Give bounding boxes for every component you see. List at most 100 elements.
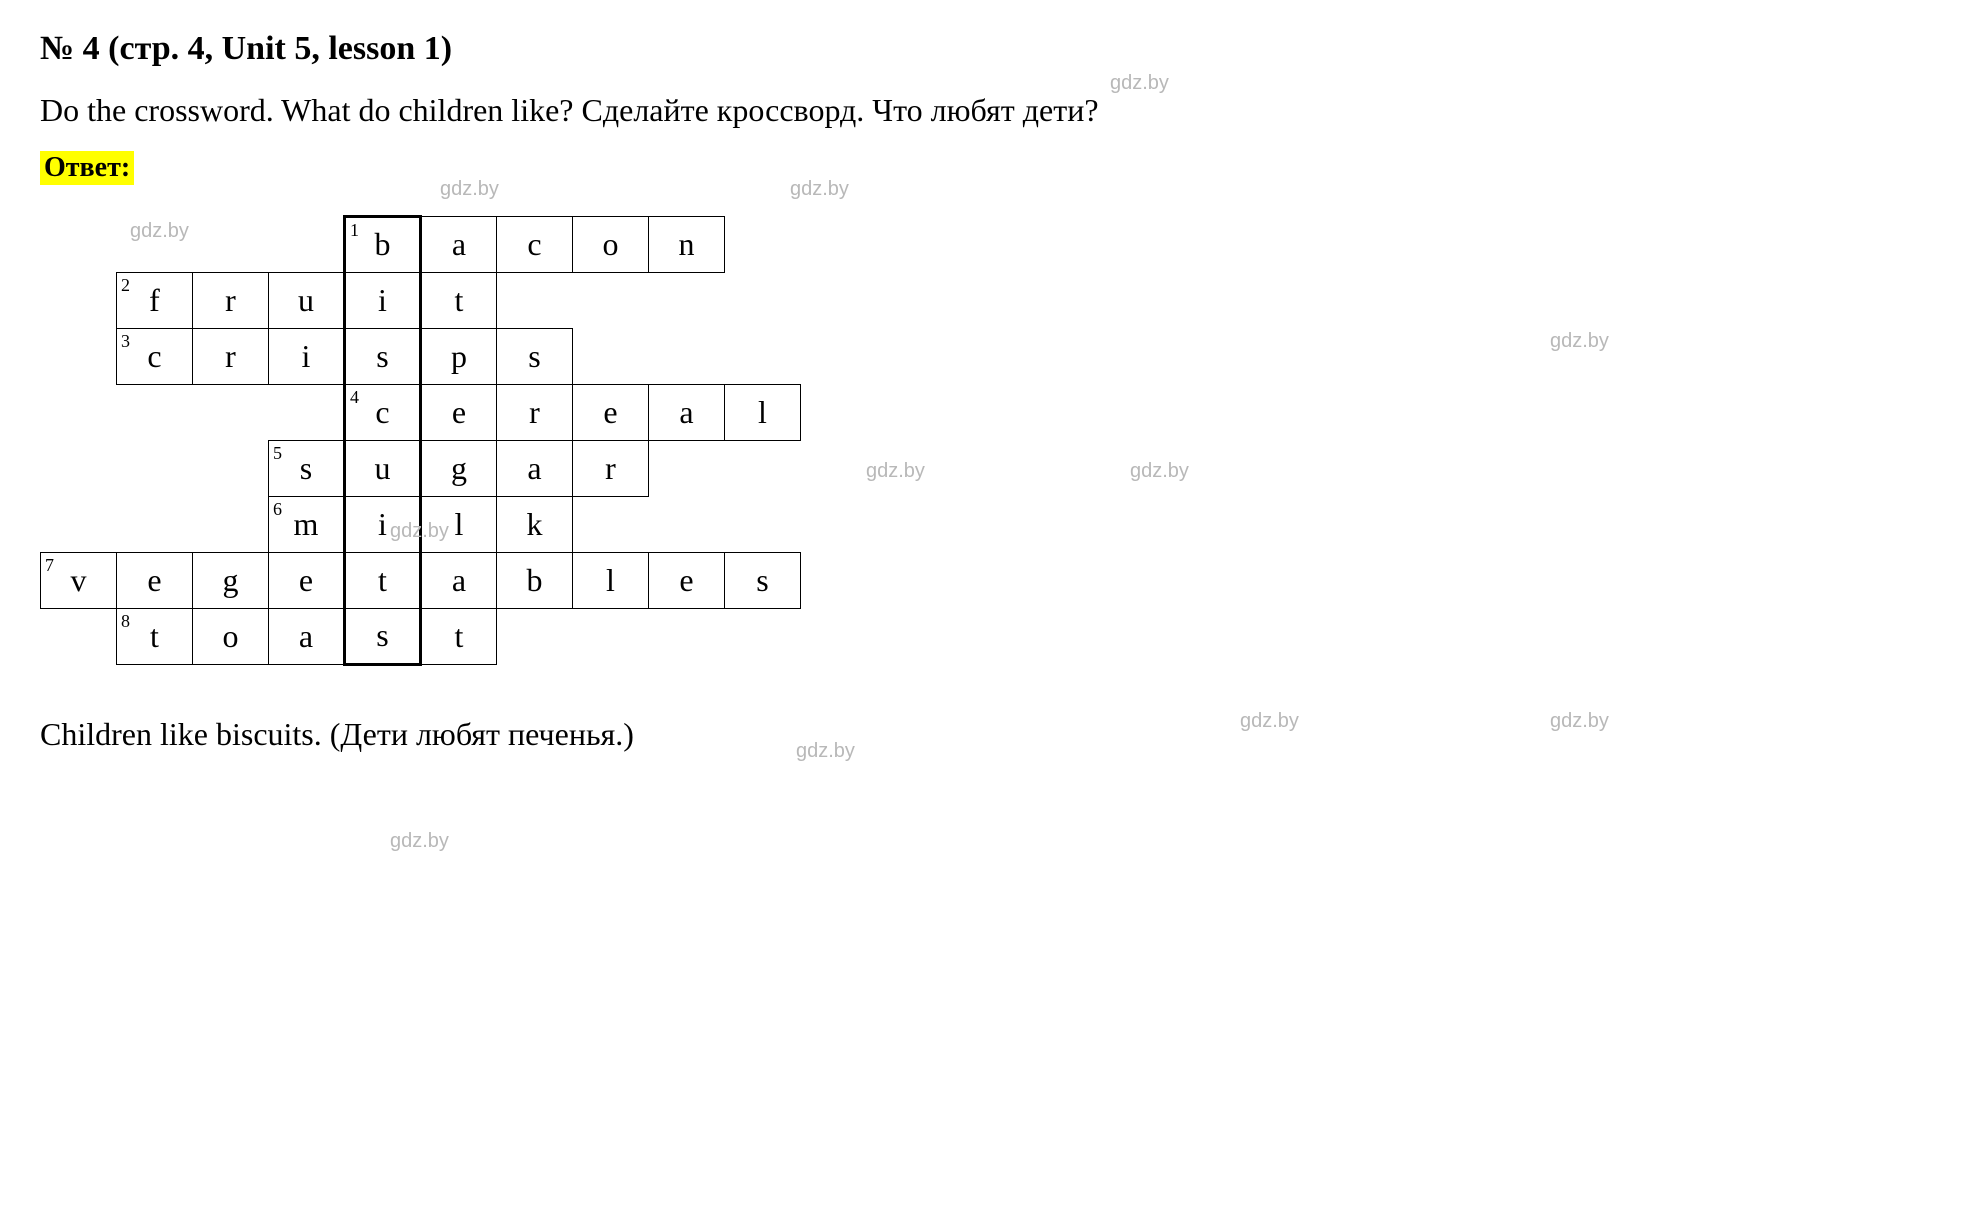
crossword-cell-number: 5 [273,443,282,464]
crossword-cell-letter: s [376,338,388,375]
crossword-empty-cell [649,496,725,552]
crossword-cell: a [497,440,573,496]
crossword-cell: e [117,552,193,608]
crossword-empty-cell [649,328,725,384]
crossword-cell-number: 2 [121,275,130,296]
exercise-heading: № 4 (стр. 4, Unit 5, lesson 1) [40,30,1930,68]
crossword-cell-letter: a [452,226,466,263]
crossword-cell-letter: e [452,394,466,431]
crossword-cell: s [725,552,801,608]
crossword-cell-letter: t [150,618,159,655]
crossword-empty-cell [193,216,269,272]
crossword-cell-letter: b [527,562,543,599]
crossword-empty-cell [117,440,193,496]
crossword-empty-cell [41,608,117,664]
crossword-cell-letter: t [455,618,464,655]
crossword-empty-cell [41,384,117,440]
crossword-cell: b [497,552,573,608]
crossword-empty-cell [573,608,649,664]
crossword-cell-letter: e [603,394,617,431]
crossword-cell-letter: a [452,562,466,599]
crossword-cell: 6m [269,496,345,552]
crossword-grid: 1bacon2fruit3crisps4cereal5sugar6milk7ve… [40,215,877,666]
crossword-cell-number: 8 [121,611,130,632]
crossword-empty-cell [649,440,725,496]
crossword-cell-letter: p [451,338,467,375]
crossword-cell-letter: k [527,506,543,543]
crossword-cell-letter: o [603,226,619,263]
crossword-empty-cell [41,216,117,272]
crossword-empty-cell [725,216,801,272]
crossword-empty-cell [649,272,725,328]
crossword-cell: u [345,440,421,496]
crossword-cell-letter: n [679,226,695,263]
crossword-cell: g [193,552,269,608]
answer-label: Ответ: [40,151,134,185]
conclusion-text: Children like biscuits. (Дети любят пече… [40,716,1930,753]
crossword-cell: 2f [117,272,193,328]
watermark: gdz.by [390,830,449,853]
crossword-cell-letter: u [375,450,391,487]
crossword-cell: s [497,328,573,384]
crossword-cell-letter: e [299,562,313,599]
crossword-cell: e [573,384,649,440]
crossword-cell: u [269,272,345,328]
crossword-cell: n [649,216,725,272]
crossword-empty-cell [41,272,117,328]
crossword-cell-letter: a [679,394,693,431]
crossword-cell-letter: s [300,450,312,487]
crossword-cell-number: 1 [350,220,359,241]
crossword-cell: a [269,608,345,664]
crossword-cell: i [269,328,345,384]
crossword-empty-cell [725,496,801,552]
crossword-cell: l [573,552,649,608]
crossword-cell: t [345,552,421,608]
crossword-cell-letter: b [375,226,391,263]
exercise-instruction: Do the crossword. What do children like?… [40,88,1930,133]
crossword-empty-cell [801,384,877,440]
crossword-cell-letter: t [455,282,464,319]
crossword-cell-letter: i [378,506,387,543]
crossword-cell-number: 7 [45,555,54,576]
crossword-empty-cell [801,328,877,384]
crossword-cell: c [497,216,573,272]
crossword-empty-cell [117,384,193,440]
crossword-cell-letter: s [756,562,768,599]
crossword-cell-letter: e [679,562,693,599]
crossword-empty-cell [117,496,193,552]
crossword-empty-cell [573,272,649,328]
crossword-empty-cell [801,272,877,328]
crossword-cell-letter: r [605,450,616,487]
crossword-cell-letter: e [147,562,161,599]
crossword-cell: a [421,216,497,272]
watermark: gdz.by [790,178,849,201]
crossword-cell-number: 3 [121,331,130,352]
crossword-cell-letter: t [378,562,387,599]
crossword-empty-cell [801,440,877,496]
crossword-cell: r [573,440,649,496]
crossword-cell-letter: l [606,562,615,599]
crossword-cell-letter: a [299,618,313,655]
crossword-cell: s [345,328,421,384]
crossword-cell-letter: i [378,282,387,319]
crossword-cell: l [421,496,497,552]
crossword-empty-cell [193,496,269,552]
crossword-cell: k [497,496,573,552]
crossword-cell-letter: l [758,394,767,431]
crossword-empty-cell [649,608,725,664]
crossword-cell: s [345,608,421,664]
crossword-cell-letter: a [527,450,541,487]
crossword-empty-cell [269,384,345,440]
crossword-cell: 4c [345,384,421,440]
crossword-empty-cell [497,608,573,664]
crossword-cell: l [725,384,801,440]
crossword-cell-letter: m [294,506,319,543]
crossword-cell-letter: u [298,282,314,319]
crossword-empty-cell [573,496,649,552]
crossword-empty-cell [801,216,877,272]
crossword-cell-letter: g [223,562,239,599]
crossword-cell-letter: s [528,338,540,375]
crossword-cell: a [421,552,497,608]
crossword-cell-letter: c [147,338,161,375]
crossword-cell-letter: o [223,618,239,655]
